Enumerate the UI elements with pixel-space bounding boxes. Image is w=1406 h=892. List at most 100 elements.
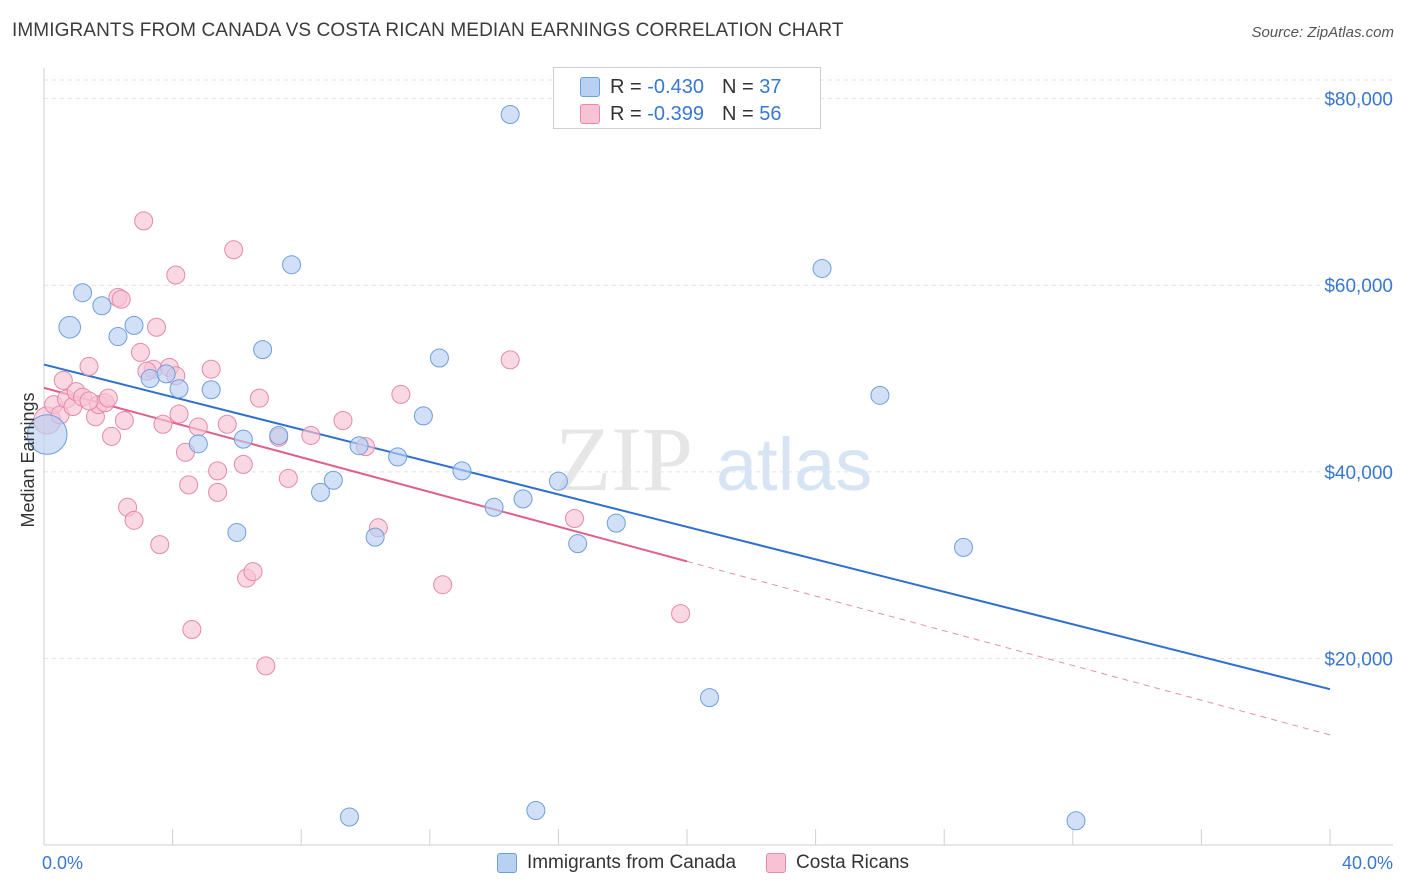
- legend-item-canada[interactable]: Immigrants from Canada: [496, 852, 737, 874]
- data-point-pink: [130, 342, 150, 362]
- data-point-pink: [134, 211, 154, 231]
- data-point-blue: [700, 688, 720, 708]
- stats-swatch-costa-rica: [580, 104, 600, 124]
- data-point-blue: [1066, 811, 1086, 831]
- data-point-pink: [564, 508, 584, 528]
- data-point-pink: [169, 404, 189, 424]
- data-point-pink: [98, 388, 118, 408]
- stats-row-canada: R = -0.430 N = 37: [580, 73, 781, 101]
- bottom-legend: Immigrants from Canada Costa Ricans: [0, 852, 1406, 874]
- data-point-blue: [108, 327, 128, 347]
- data-point-blue: [169, 379, 189, 399]
- trend-line-blue: [43, 363, 1331, 691]
- data-point-blue: [548, 471, 568, 491]
- stats-r-value: -0.430: [647, 75, 704, 98]
- data-point-pink: [201, 359, 221, 379]
- data-point-pink: [249, 388, 269, 408]
- watermark-zip: ZIP: [555, 408, 693, 510]
- stats-legend: R = -0.430 N = 37 R = -0.399 N = 56: [553, 67, 821, 129]
- data-point-pink: [53, 370, 73, 390]
- data-point-blue: [365, 527, 385, 547]
- data-point-blue: [26, 414, 68, 455]
- y-tick-label: $40,000: [1324, 463, 1393, 484]
- legend-label-canada: Immigrants from Canada: [526, 852, 737, 873]
- points-layer: [26, 105, 1086, 831]
- data-point-pink: [333, 411, 353, 431]
- y-tick-label: $60,000: [1324, 276, 1393, 297]
- stats-r-label: R =: [610, 102, 642, 125]
- data-point-blue: [253, 340, 273, 360]
- data-point-pink: [208, 482, 228, 502]
- data-point-blue: [812, 258, 832, 278]
- legend-item-costa-ricans[interactable]: Costa Ricans: [766, 852, 909, 874]
- data-point-blue: [349, 436, 369, 456]
- stats-n-value: 56: [759, 102, 782, 125]
- stats-swatch-canada: [580, 77, 600, 97]
- stats-r-label: R =: [610, 75, 642, 98]
- x-tick-label-start: 0.0%: [42, 853, 83, 873]
- data-point-blue: [606, 513, 626, 533]
- data-point-pink: [166, 265, 186, 285]
- data-point-pink: [233, 454, 253, 474]
- axis-layer: [43, 68, 1393, 846]
- data-point-blue: [73, 283, 93, 303]
- watermark-atlas: atlas: [716, 423, 872, 506]
- data-point-pink: [124, 510, 144, 530]
- data-point-pink: [114, 411, 134, 431]
- data-point-pink: [147, 317, 167, 337]
- data-point-pink: [671, 604, 691, 624]
- data-point-blue: [233, 429, 253, 449]
- data-point-blue: [156, 364, 176, 384]
- data-point-blue: [339, 807, 359, 827]
- data-point-blue: [269, 425, 289, 445]
- data-point-pink: [500, 350, 520, 370]
- data-point-pink: [208, 461, 228, 481]
- data-point-blue: [323, 470, 343, 490]
- stats-n-value: 37: [759, 75, 782, 98]
- data-point-blue: [870, 385, 890, 405]
- data-point-pink: [111, 289, 131, 309]
- data-point-blue: [140, 369, 160, 389]
- data-point-pink: [301, 425, 321, 445]
- data-point-pink: [217, 414, 237, 434]
- data-point-blue: [500, 105, 520, 125]
- data-point-pink: [102, 426, 122, 446]
- source-label: Source: ZipAtlas.com: [1251, 24, 1394, 41]
- data-point-blue: [201, 380, 221, 400]
- y-tick-label: $20,000: [1324, 649, 1393, 670]
- data-point-pink: [182, 619, 202, 639]
- legend-swatch-canada: [496, 853, 517, 873]
- data-point-pink: [179, 475, 199, 495]
- y-axis-label: Median Earnings: [18, 392, 38, 527]
- stats-n-label: N =: [721, 102, 754, 125]
- data-point-blue: [388, 447, 408, 467]
- data-point-pink: [79, 356, 99, 376]
- trend-line-pink: [43, 386, 688, 563]
- data-point-blue: [92, 296, 112, 316]
- data-point-blue: [413, 406, 433, 426]
- data-point-blue: [310, 482, 330, 502]
- data-point-blue: [282, 255, 302, 275]
- stats-row-costa-rica: R = -0.399 N = 56: [580, 100, 781, 128]
- stats-n-label: N =: [721, 75, 754, 98]
- data-point-pink: [433, 575, 453, 595]
- trend-line-dashed-pink: [686, 560, 1331, 736]
- chart-title: IMMIGRANTS FROM CANADA VS COSTA RICAN ME…: [12, 20, 844, 41]
- x-tick-label-end: 40.0%: [1342, 853, 1393, 873]
- data-point-pink: [391, 384, 411, 404]
- data-point-blue: [429, 348, 449, 368]
- data-point-blue: [568, 534, 588, 554]
- stats-r-value: -0.399: [647, 102, 704, 125]
- data-point-pink: [150, 535, 170, 555]
- data-point-blue: [526, 800, 546, 820]
- data-point-pink: [278, 468, 298, 488]
- data-point-blue: [188, 434, 208, 454]
- data-point-pink: [79, 391, 99, 411]
- data-point-blue: [452, 461, 472, 481]
- legend-swatch-costa-ricans: [766, 853, 787, 873]
- data-point-blue: [58, 315, 82, 339]
- legend-label-costa-ricans: Costa Ricans: [796, 852, 910, 873]
- data-point-pink: [153, 414, 173, 434]
- data-point-blue: [953, 537, 973, 557]
